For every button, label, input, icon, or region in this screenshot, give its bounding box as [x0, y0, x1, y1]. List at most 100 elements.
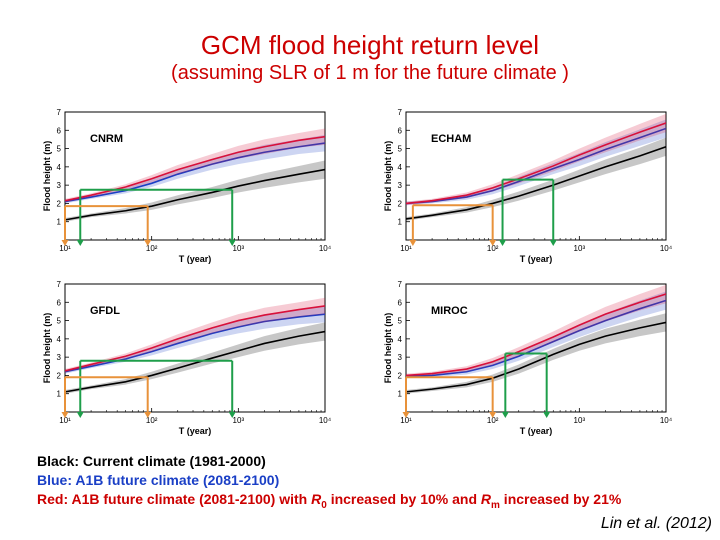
slide-subtitle: (assuming SLR of 1 m for the future clim… [171, 62, 569, 84]
y-tick-label: 4 [398, 163, 403, 172]
y-tick-label: 7 [57, 108, 62, 117]
x-tick-label: 10¹ [59, 244, 71, 253]
x-tick-label: 10³ [233, 416, 245, 425]
legend-red-text-1: Red: A1B future climate (2081-2100) with [37, 491, 312, 507]
marker-arrowhead [543, 412, 551, 418]
series-line [406, 299, 666, 378]
marker-arrowhead [489, 412, 497, 418]
series-band [406, 284, 666, 378]
panel-title: MIROC [431, 305, 468, 317]
marker-arrowhead [76, 240, 84, 246]
marker-arrowhead [76, 412, 84, 418]
series-line [65, 142, 325, 203]
x-tick-label: 10⁴ [319, 416, 332, 425]
plot-frame [64, 111, 326, 241]
marker-arrowhead [489, 240, 497, 246]
legend-r0-subscript: 0 [321, 499, 327, 511]
x-tick-label: 10² [146, 244, 158, 253]
plot-frame [405, 111, 667, 241]
series-line [406, 321, 666, 393]
y-tick-label: 2 [57, 199, 62, 208]
y-tick-label: 7 [398, 280, 403, 289]
legend-a1b-adjusted: Red: A1B future climate (2081-2100) with… [37, 491, 621, 511]
x-tick-label: 10⁴ [319, 244, 332, 253]
series-line [406, 293, 666, 377]
x-tick-label: 10² [487, 244, 499, 253]
x-axis-label: T (year) [520, 254, 553, 264]
y-tick-label: 1 [398, 218, 403, 227]
y-tick-label: 5 [398, 145, 403, 154]
x-tick-label: 10² [146, 416, 158, 425]
series-band [406, 313, 666, 394]
y-axis-label: Flood height (m) [42, 313, 52, 383]
chart-panel-echam: 1 2 3 4 5 6 7 10¹ 10² 10³ 10⁴ T (year) Flood height … [383, 108, 673, 264]
marker-arrowhead [144, 240, 152, 246]
y-tick-label: 7 [57, 280, 62, 289]
legend-red-text-3: increased by 21% [499, 491, 622, 507]
series-line [65, 168, 325, 221]
panel-title: GFDL [90, 305, 120, 317]
marker-arrowhead [144, 412, 152, 418]
y-tick-label: 6 [398, 126, 403, 135]
y-tick-label: 1 [57, 218, 62, 227]
panel-title: ECHAM [431, 133, 471, 145]
marker-arrowhead [228, 412, 236, 418]
y-tick-label: 3 [57, 181, 62, 190]
x-tick-label: 10³ [233, 244, 245, 253]
y-axis-label: Flood height (m) [383, 141, 393, 211]
chart-panel-gfdl: 1 2 3 4 5 6 7 10¹ 10² 10³ 10⁴ T (year) Flood height … [42, 280, 332, 436]
y-tick-label: 3 [398, 353, 403, 362]
plot-frame [405, 283, 667, 413]
legend-rm-subscript: m [491, 499, 500, 511]
marker-arrowhead [61, 412, 69, 418]
x-axis-label: T (year) [179, 254, 212, 264]
y-tick-label: 4 [57, 335, 62, 344]
x-tick-label: 10¹ [59, 416, 71, 425]
y-tick-label: 3 [57, 353, 62, 362]
y-tick-label: 5 [57, 317, 62, 326]
x-tick-label: 10² [487, 416, 499, 425]
y-tick-label: 3 [398, 181, 403, 190]
y-axis-label: Flood height (m) [383, 313, 393, 383]
series-band [65, 160, 325, 222]
marker-arrowhead [228, 240, 236, 246]
y-tick-label: 5 [57, 145, 62, 154]
series-line [65, 135, 325, 202]
x-tick-label: 10³ [574, 244, 586, 253]
panel-title: CNRM [90, 133, 123, 145]
x-tick-label: 10⁴ [660, 416, 673, 425]
series-line [65, 330, 325, 393]
x-axis-label: T (year) [520, 426, 553, 436]
legend-r0-symbol: R [311, 491, 322, 507]
legend-current-climate: Black: Current climate (1981-2000) [37, 453, 266, 469]
slide-title: GCM flood height return level [200, 30, 540, 60]
y-tick-label: 2 [398, 371, 403, 380]
marker-arrowhead [402, 412, 410, 418]
marker-arrowhead [499, 240, 507, 246]
y-tick-label: 6 [398, 298, 403, 307]
y-tick-label: 2 [57, 371, 62, 380]
y-tick-label: 1 [398, 390, 403, 399]
marker-arrowhead [549, 240, 557, 246]
y-tick-label: 6 [57, 126, 62, 135]
series-line [406, 122, 666, 205]
y-tick-label: 1 [57, 390, 62, 399]
series-line [65, 313, 325, 373]
legend-a1b-future: Blue: A1B future climate (2081-2100) [37, 472, 280, 488]
x-tick-label: 10¹ [400, 244, 412, 253]
marker-arrowhead [409, 240, 417, 246]
plot-frame [64, 283, 326, 413]
y-tick-label: 4 [398, 335, 403, 344]
chart-panel-miroc: 1 2 3 4 5 6 7 10¹ 10² 10³ 10⁴ T (year) Flood height … [383, 280, 673, 436]
citation: Lin et al. (2012) [600, 515, 712, 532]
chart-panel-cnrm: 1 2 3 4 5 6 7 10¹ 10² 10³ 10⁴ T (year) Flood height … [42, 108, 332, 264]
y-axis-label: Flood height (m) [42, 141, 52, 211]
y-tick-label: 4 [57, 163, 62, 172]
legend-rm-symbol: R [480, 491, 492, 507]
y-tick-label: 2 [398, 199, 403, 208]
x-tick-label: 10⁴ [660, 244, 673, 253]
x-axis-label: T (year) [179, 426, 212, 436]
x-tick-label: 10¹ [400, 416, 412, 425]
legend-red-text-2: increased by 10% and [326, 491, 481, 507]
